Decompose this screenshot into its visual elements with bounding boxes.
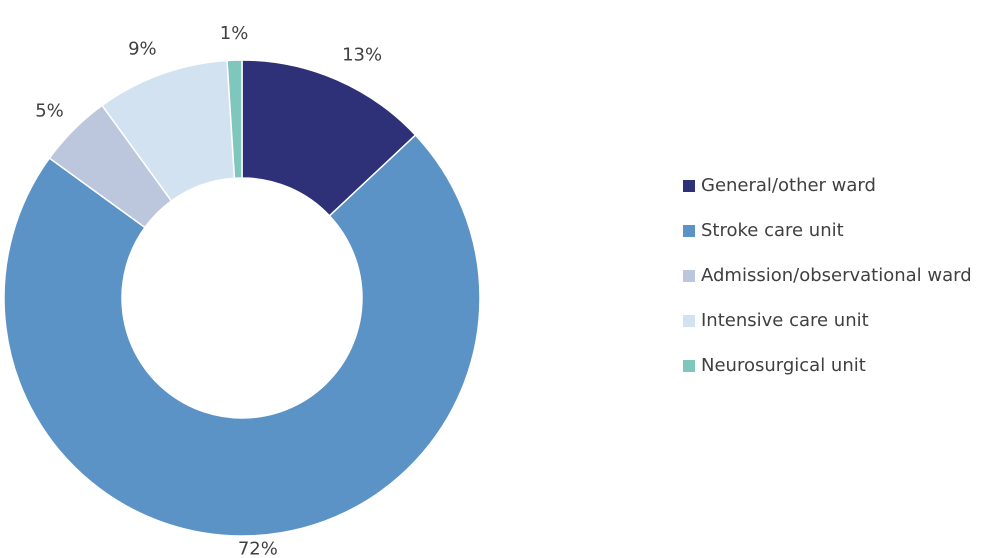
data-label: 1% [220, 23, 249, 44]
legend-swatch [683, 180, 695, 192]
legend-label: Neurosurgical unit [701, 355, 866, 376]
data-label: 13% [342, 45, 382, 66]
donut-segment [226, 59, 243, 180]
legend-label: General/other ward [701, 175, 876, 196]
data-label: 9% [128, 39, 157, 60]
legend-swatch [683, 270, 695, 282]
legend-label: Intensive care unit [701, 310, 869, 331]
legend-label: Admission/observational ward [701, 265, 972, 286]
legend-swatch [683, 315, 695, 327]
donut-segment [241, 59, 417, 217]
data-label: 72% [238, 539, 278, 558]
legend-swatch [683, 225, 695, 237]
donut-segment [3, 134, 481, 537]
legend-label: Stroke care unit [701, 220, 844, 241]
data-label: 5% [35, 100, 64, 121]
legend-swatch [683, 360, 695, 372]
